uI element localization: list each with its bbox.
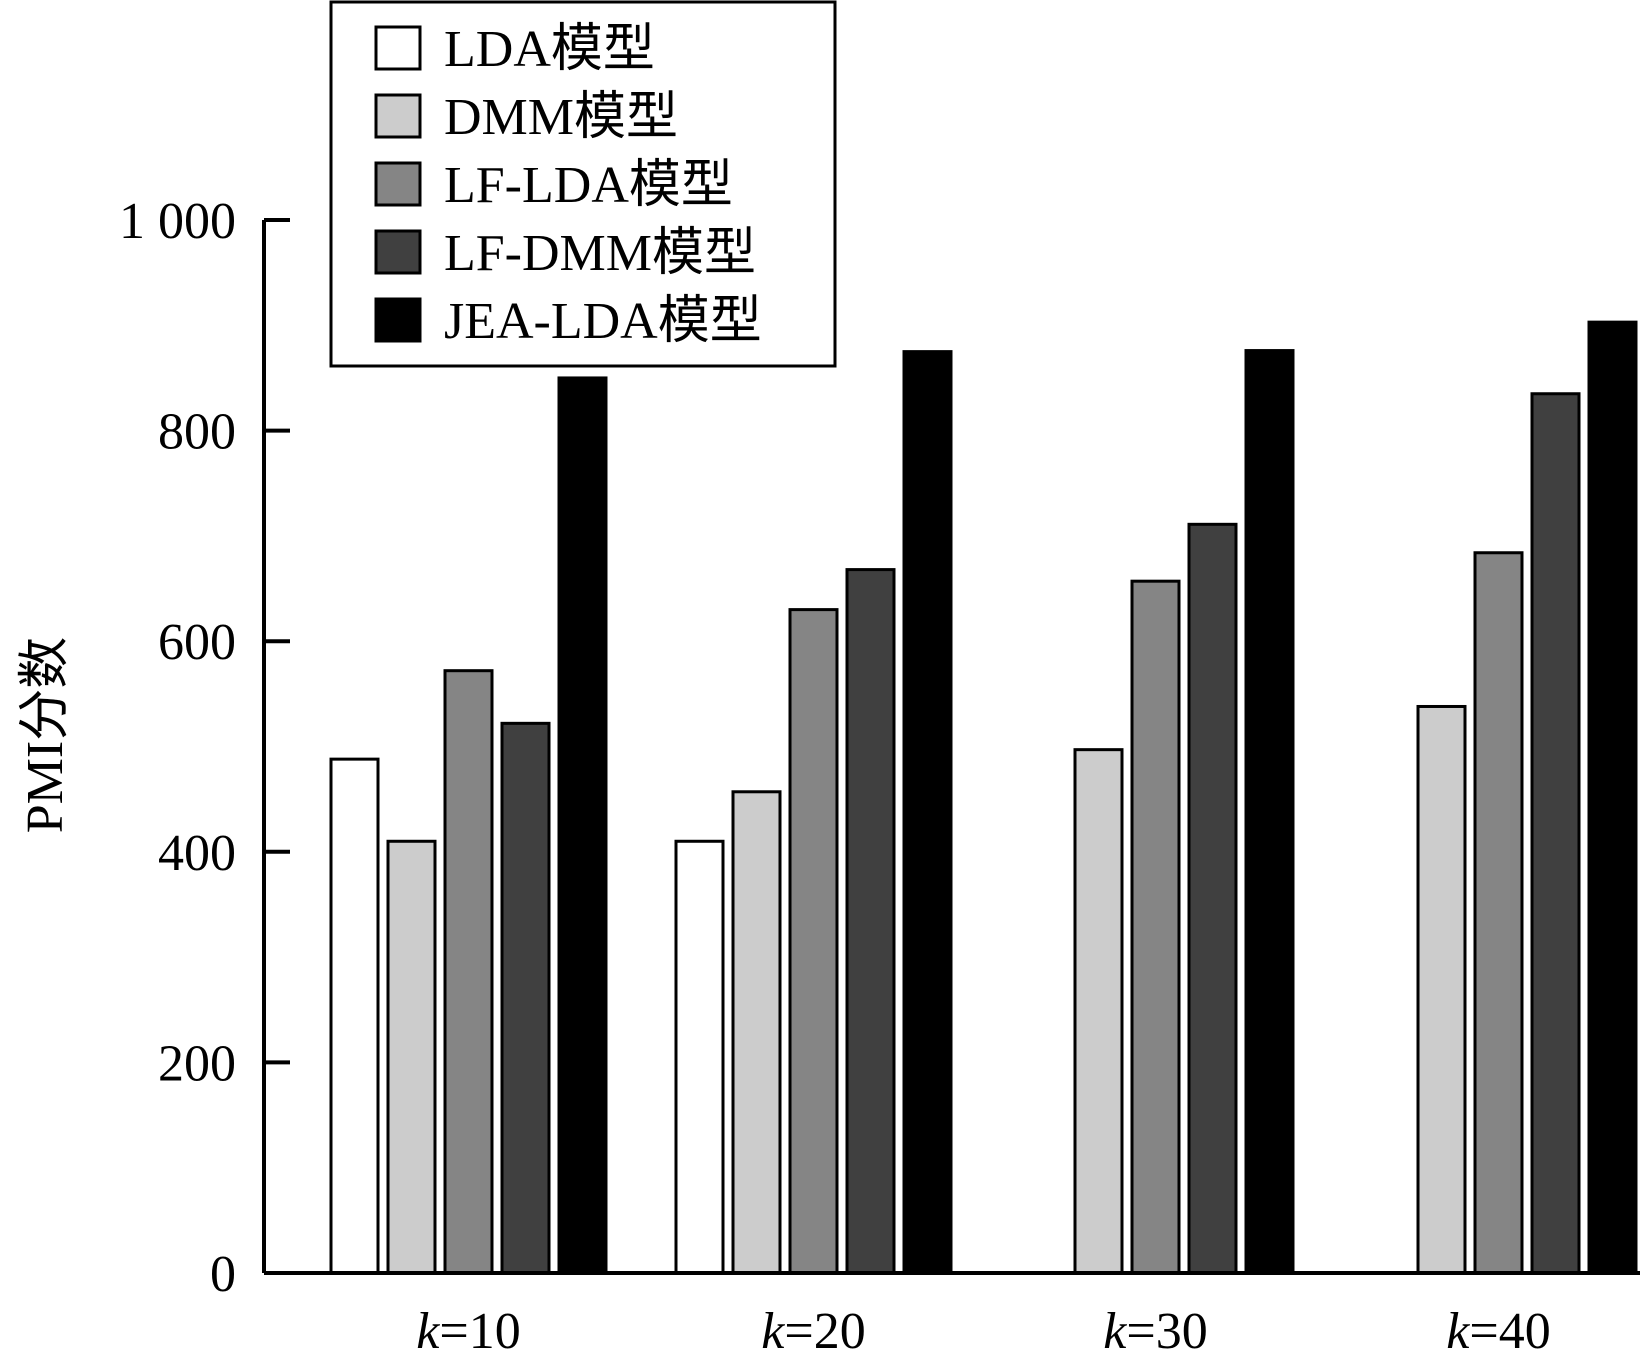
bar (500, 721, 551, 1275)
bar (1187, 522, 1238, 1275)
legend-swatch (374, 25, 422, 71)
bar (557, 376, 608, 1275)
y-axis-title: PMI分数 (17, 637, 74, 833)
y-tick-label: 800 (158, 404, 236, 461)
x-category-label: k=30 (1103, 1303, 1207, 1360)
legend-swatch (374, 93, 422, 139)
legend-label: LF-DMM模型 (444, 225, 756, 282)
bar (788, 608, 839, 1275)
y-tick-label: 1 000 (119, 193, 236, 250)
bar (443, 669, 494, 1275)
bar (674, 839, 725, 1275)
x-labels-layer: k=10 k=20 k=30 k=40 (416, 1303, 1550, 1360)
bar (1530, 392, 1581, 1275)
axes-layer (262, 220, 1640, 1275)
bar (902, 350, 953, 1275)
bar (1073, 748, 1124, 1275)
legend-swatch (374, 161, 422, 207)
y-ticks-layer: 0 200 400 600 800 1 000 (119, 193, 290, 1303)
x-category-label: k=20 (761, 1303, 865, 1360)
legend-swatch (374, 297, 422, 343)
bar (845, 568, 896, 1275)
legend-swatch (374, 229, 422, 275)
legend-label: DMM模型 (444, 89, 678, 146)
legend: LDA模型 DMM模型 LF-LDA模型 LF-DMM模型 JEA-LDA模型 (329, 0, 837, 368)
legend-label: LDA模型 (444, 21, 655, 78)
legend-label: LF-LDA模型 (444, 157, 733, 214)
bar (1416, 704, 1467, 1275)
bar (1473, 551, 1524, 1275)
bars-layer (329, 320, 1638, 1275)
y-tick-label: 200 (158, 1035, 236, 1092)
bar (329, 757, 380, 1275)
y-tick-label: 600 (158, 614, 236, 671)
bar (386, 839, 437, 1275)
bar (731, 790, 782, 1275)
x-category-label: k=40 (1446, 1303, 1550, 1360)
legend-label: JEA-LDA模型 (444, 293, 762, 350)
bar (1130, 579, 1181, 1275)
bar (1244, 349, 1295, 1275)
x-category-label: k=10 (416, 1303, 520, 1360)
y-tick-label: 400 (158, 825, 236, 882)
y-tick-label: 0 (210, 1246, 236, 1303)
bar (1587, 320, 1638, 1275)
